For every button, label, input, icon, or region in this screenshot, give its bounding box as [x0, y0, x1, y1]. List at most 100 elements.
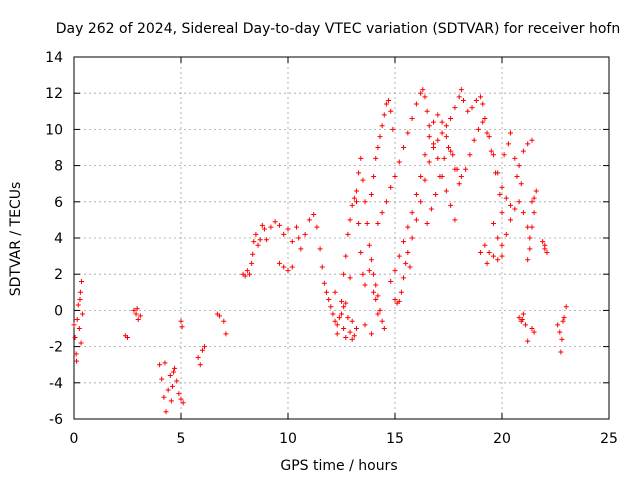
y-tick-label: 10 — [45, 122, 63, 138]
data-point — [306, 217, 312, 223]
data-point — [469, 105, 475, 111]
data-points — [71, 87, 569, 415]
data-point — [317, 246, 323, 252]
data-point — [480, 101, 486, 107]
data-point — [257, 237, 263, 243]
data-point — [448, 202, 454, 208]
data-point — [560, 318, 566, 324]
data-point — [180, 400, 186, 406]
data-point — [168, 398, 174, 404]
data-point — [343, 335, 349, 341]
data-point — [413, 101, 419, 107]
data-point — [371, 173, 377, 179]
axis-ticks: 0 5 10 15 20 25 -6 -4 -2 0 2 4 6 8 10 12 14 — [45, 50, 618, 447]
y-tick-label: 6 — [54, 195, 63, 211]
data-point — [375, 293, 381, 299]
data-point — [351, 195, 357, 201]
data-point — [366, 242, 372, 248]
data-point — [242, 273, 248, 279]
data-point — [195, 354, 201, 360]
data-point — [529, 326, 535, 331]
data-point — [499, 242, 505, 248]
data-point — [405, 130, 411, 136]
data-point — [482, 242, 488, 248]
data-point — [431, 145, 437, 150]
data-point — [347, 217, 353, 223]
data-point — [78, 278, 84, 284]
data-point — [484, 130, 490, 136]
data-point — [246, 271, 252, 277]
data-point — [178, 396, 184, 402]
data-point — [379, 123, 385, 129]
data-point — [499, 184, 505, 190]
data-point — [328, 304, 334, 310]
data-point — [523, 322, 529, 328]
data-point — [159, 376, 165, 382]
data-point — [508, 217, 514, 223]
data-point — [223, 331, 229, 337]
data-point — [341, 326, 347, 331]
data-point — [439, 130, 445, 136]
data-point — [456, 181, 462, 187]
data-point — [418, 199, 424, 205]
data-point — [558, 349, 564, 355]
chart-title: Day 262 of 2024, Sidereal Day-to-day VTE… — [56, 21, 620, 37]
data-point — [353, 188, 359, 194]
data-point — [490, 253, 496, 259]
x-tick-label: 5 — [177, 431, 186, 447]
data-point — [259, 222, 265, 228]
data-point — [465, 108, 471, 114]
data-point — [375, 221, 381, 227]
data-point — [381, 326, 387, 331]
data-point — [405, 224, 411, 230]
data-point — [475, 126, 481, 132]
data-point — [347, 329, 353, 335]
y-tick-label: 2 — [54, 267, 63, 283]
data-point — [520, 210, 526, 216]
data-point — [418, 90, 424, 96]
data-point — [311, 211, 317, 217]
data-point — [392, 268, 398, 274]
data-point — [179, 324, 185, 330]
data-point — [135, 316, 141, 322]
data-point — [486, 134, 492, 140]
data-point — [373, 282, 379, 288]
y-tick-label: -6 — [49, 412, 63, 428]
data-point — [458, 173, 464, 179]
data-point — [165, 387, 171, 393]
data-point — [375, 145, 381, 150]
data-point — [529, 199, 535, 205]
data-point — [131, 307, 137, 313]
data-point — [371, 289, 377, 295]
data-point — [134, 306, 140, 312]
data-point — [482, 116, 488, 122]
data-point — [420, 87, 426, 93]
data-point — [525, 257, 531, 263]
data-point — [71, 322, 77, 328]
data-point — [388, 278, 394, 284]
data-point — [353, 199, 359, 205]
data-point — [531, 195, 537, 201]
data-point — [529, 224, 535, 230]
data-point — [289, 264, 295, 270]
data-point — [289, 239, 295, 245]
data-point — [281, 264, 287, 270]
data-point — [294, 224, 300, 230]
data-point — [330, 311, 336, 317]
data-point — [74, 358, 80, 364]
data-point — [358, 155, 364, 161]
data-point — [516, 163, 522, 169]
data-point — [133, 311, 139, 317]
data-point — [377, 134, 383, 140]
data-point — [473, 97, 479, 103]
data-point — [478, 249, 484, 255]
data-point — [518, 181, 524, 187]
data-point — [392, 173, 398, 179]
data-point — [422, 94, 428, 100]
data-point — [353, 326, 359, 331]
data-point — [74, 316, 80, 322]
data-point — [516, 315, 522, 321]
data-point — [531, 210, 537, 216]
data-point — [409, 210, 415, 216]
